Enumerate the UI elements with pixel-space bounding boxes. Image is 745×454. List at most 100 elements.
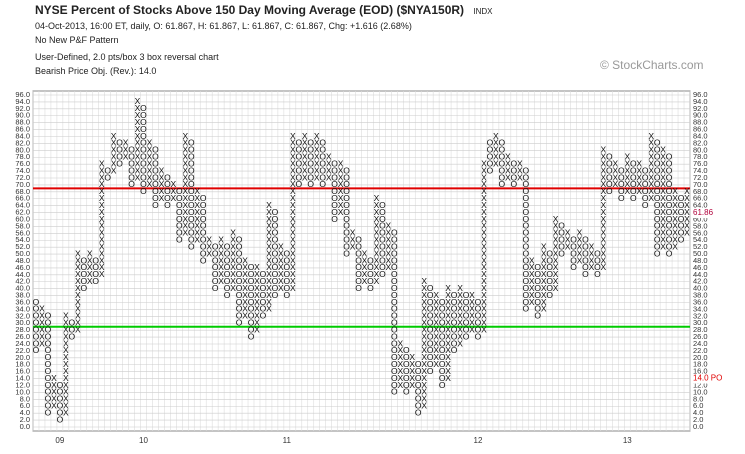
box-o: O: [666, 248, 673, 258]
box-x: X: [99, 248, 105, 258]
box-x: X: [613, 179, 619, 189]
box-x: X: [266, 276, 272, 286]
box-o: O: [236, 269, 243, 279]
box-o: O: [666, 186, 673, 196]
box-o: O: [391, 352, 398, 362]
last-price-label: 61.86: [693, 208, 714, 217]
box-o: O: [307, 138, 314, 148]
box-x: X: [684, 221, 690, 231]
y-tick-label: 20.0: [693, 353, 708, 362]
y-tick-label: 36.0: [15, 297, 30, 306]
box-x: X: [505, 172, 511, 182]
box-x: X: [624, 165, 630, 175]
box-x: X: [481, 311, 487, 321]
box-o: O: [666, 179, 673, 189]
box-o: O: [152, 200, 159, 210]
box-o: O: [522, 228, 529, 238]
box-x: X: [290, 165, 296, 175]
y-tick-label: 88.0: [15, 118, 30, 127]
pf-column: XXX: [517, 158, 523, 182]
box-o: O: [475, 331, 482, 341]
box-x: X: [63, 338, 69, 348]
box-x: X: [601, 172, 607, 182]
box-x: X: [457, 311, 463, 321]
box-x: X: [182, 158, 188, 168]
box-x: X: [505, 158, 511, 168]
box-o: O: [343, 193, 350, 203]
box-o: O: [355, 255, 362, 265]
box-o: O: [546, 283, 553, 293]
box-x: X: [182, 186, 188, 196]
y-tick-label: 56.0: [15, 228, 30, 237]
box-x: X: [135, 158, 141, 168]
box-x: X: [648, 152, 654, 162]
box-o: O: [128, 165, 135, 175]
box-x: X: [601, 179, 607, 189]
box-o: O: [212, 283, 219, 293]
box-o: O: [57, 387, 64, 397]
box-x: X: [338, 193, 344, 203]
box-o: O: [391, 297, 398, 307]
box-x: X: [99, 179, 105, 189]
box-o: O: [654, 172, 661, 182]
box-x: X: [397, 345, 403, 355]
box-o: O: [272, 228, 279, 238]
box-x: X: [111, 165, 117, 175]
y-tick-label: 66.0: [693, 194, 708, 203]
box-o: O: [391, 380, 398, 390]
box-x: X: [660, 186, 666, 196]
box-x: X: [374, 214, 380, 224]
y-tick-label: 44.0: [15, 270, 30, 279]
box-x: X: [648, 186, 654, 196]
box-x: X: [481, 304, 487, 314]
box-x: X: [421, 311, 427, 321]
box-o: O: [236, 297, 243, 307]
box-o: O: [558, 221, 565, 231]
box-x: X: [135, 110, 141, 120]
box-x: X: [481, 235, 487, 245]
box-x: X: [159, 193, 165, 203]
box-x: X: [290, 193, 296, 203]
box-x: X: [182, 172, 188, 182]
box-o: O: [439, 352, 446, 362]
box-x: X: [445, 297, 451, 307]
box-x: X: [182, 165, 188, 175]
box-o: O: [379, 200, 386, 210]
box-o: O: [343, 200, 350, 210]
box-o: O: [248, 324, 255, 334]
box-o: O: [45, 387, 52, 397]
box-x: X: [290, 172, 296, 182]
box-x: X: [135, 96, 141, 106]
box-x: X: [338, 186, 344, 196]
box-o: O: [33, 297, 40, 307]
box-x: X: [290, 269, 296, 279]
box-x: X: [553, 262, 559, 272]
y-tick-label: 24.0: [693, 339, 708, 348]
box-x: X: [63, 387, 69, 397]
box-o: O: [463, 311, 470, 321]
box-o: O: [642, 200, 649, 210]
box-x: X: [75, 324, 81, 334]
box-o: O: [307, 165, 314, 175]
box-x: X: [254, 269, 260, 279]
box-o: O: [391, 318, 398, 328]
box-x: X: [481, 290, 487, 300]
box-x: X: [397, 338, 403, 348]
box-o: O: [307, 179, 314, 189]
box-x: X: [672, 200, 678, 210]
box-o: O: [176, 200, 183, 210]
box-x: X: [302, 158, 308, 168]
y-tick-label: 48.0: [15, 256, 30, 265]
info-line: No New P&F Pattern: [35, 35, 119, 45]
y-tick-label: 70.0: [15, 180, 30, 189]
box-o: O: [176, 214, 183, 224]
box-x: X: [624, 158, 630, 168]
box-o: O: [391, 248, 398, 258]
